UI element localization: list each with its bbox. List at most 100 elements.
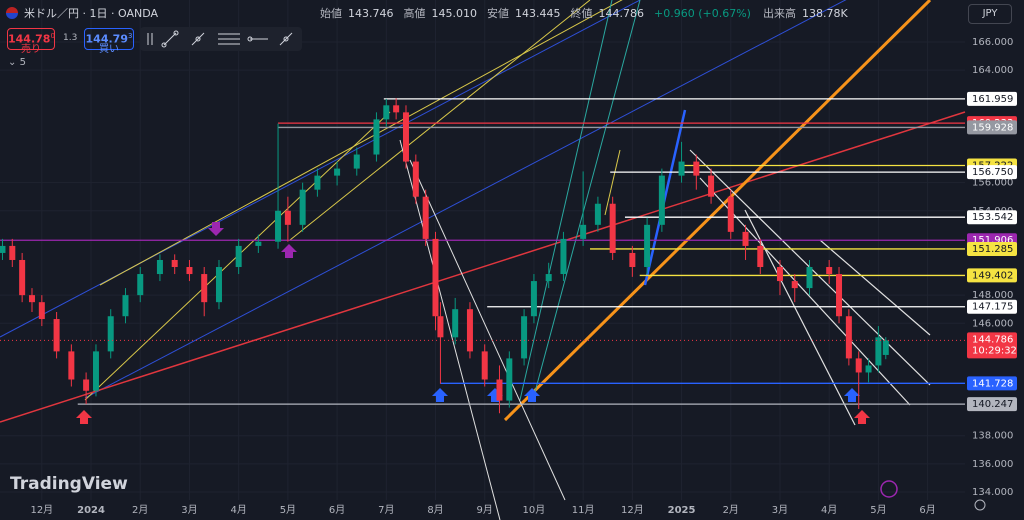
sell-button[interactable]: 144.780 売り bbox=[7, 28, 55, 55]
candle-body bbox=[215, 267, 222, 303]
flag bbox=[6, 7, 18, 19]
y-tick-label: 136.000 bbox=[972, 459, 1013, 470]
x-tick-label: 5月 bbox=[280, 504, 296, 516]
level-label-bg bbox=[967, 210, 1017, 225]
level-label-bg bbox=[967, 120, 1017, 135]
candle-body bbox=[727, 196, 734, 232]
buy-label: 買い bbox=[99, 44, 119, 56]
level-label-bg bbox=[967, 241, 1017, 256]
level-label-bg bbox=[967, 376, 1017, 391]
candle-body bbox=[137, 274, 144, 296]
drawing-toolbar[interactable] bbox=[140, 27, 302, 51]
candle-body bbox=[235, 245, 242, 268]
candle-body bbox=[422, 196, 429, 239]
candle-body bbox=[334, 168, 341, 176]
candle-body bbox=[693, 161, 700, 176]
x-tick-label: 2024 bbox=[77, 505, 105, 516]
candle-body bbox=[412, 161, 419, 197]
buy-button[interactable]: 144.793 買い bbox=[84, 28, 134, 55]
x-tick-label: 8月 bbox=[427, 504, 443, 516]
candle-body bbox=[658, 175, 665, 225]
candle-body bbox=[353, 154, 360, 169]
candle-body bbox=[530, 281, 537, 317]
x-tick-label: 6月 bbox=[919, 504, 935, 516]
ohlc-value: 143.445 bbox=[515, 6, 561, 20]
x-tick-label: 12月 bbox=[621, 504, 644, 516]
level-label: 161.959 bbox=[972, 94, 1013, 105]
candle-body bbox=[791, 281, 798, 289]
candle-body bbox=[393, 105, 400, 113]
candle-body bbox=[201, 274, 208, 303]
level-label-bg bbox=[967, 268, 1017, 283]
candle-body bbox=[678, 161, 685, 176]
level-label-bg bbox=[967, 91, 1017, 106]
candle-body bbox=[373, 119, 380, 155]
sell-digit: 0 bbox=[50, 32, 55, 40]
interval-count: 5 bbox=[19, 57, 26, 68]
candle-body bbox=[122, 295, 129, 317]
candle-body bbox=[855, 358, 862, 373]
x-tick-label: 2025 bbox=[668, 505, 696, 516]
level-label: 156.750 bbox=[972, 167, 1013, 178]
markers bbox=[76, 222, 986, 511]
x-tick-label: 2月 bbox=[132, 504, 148, 516]
header: 米ドル／円 · 1日 · OANDA 始値 143.746 高値 145.010 安… bbox=[6, 4, 852, 22]
last-price-bg bbox=[967, 332, 1017, 359]
level-label: 151.906 bbox=[972, 235, 1013, 246]
candle-body bbox=[481, 351, 488, 380]
candle-body bbox=[53, 319, 60, 352]
candle-body bbox=[609, 203, 616, 253]
x-tick-label: 5月 bbox=[870, 504, 886, 516]
candle-body bbox=[629, 252, 636, 268]
candle-body bbox=[255, 241, 262, 246]
volume: 138.78K bbox=[801, 6, 848, 20]
x-tick-label: 11月 bbox=[572, 504, 595, 516]
ohlc-value: 145.010 bbox=[431, 6, 478, 20]
candle-body bbox=[845, 316, 852, 359]
ohlc-value: 144.786 bbox=[598, 6, 645, 20]
level-label: 147.175 bbox=[972, 302, 1013, 313]
candle-body bbox=[826, 267, 833, 275]
candle-body bbox=[496, 379, 503, 401]
x-tick-label: 12月 bbox=[30, 504, 53, 516]
candle-body bbox=[521, 316, 528, 359]
y-tick-label: 164.000 bbox=[972, 65, 1013, 76]
y-tick-label: 134.000 bbox=[972, 487, 1013, 498]
candle-body bbox=[882, 340, 889, 355]
candle-body bbox=[383, 105, 390, 120]
buy-digit: 3 bbox=[127, 32, 133, 40]
countdown: 10:29:32 bbox=[972, 345, 1017, 356]
ohlc-label: 安値 bbox=[487, 7, 509, 20]
volume-label: 出来高 bbox=[762, 7, 796, 20]
x-tick-label: 2月 bbox=[723, 504, 739, 516]
candle-body bbox=[644, 224, 651, 268]
sell-price: 144.78 bbox=[8, 32, 51, 46]
logo: TradingView bbox=[10, 474, 128, 494]
candle-body bbox=[19, 259, 26, 296]
level-label-bg bbox=[967, 165, 1017, 180]
candle-body bbox=[594, 203, 601, 225]
x-tick-label: 3月 bbox=[181, 504, 197, 516]
currency-button[interactable]: JPY bbox=[968, 4, 1012, 24]
candle-body bbox=[545, 274, 552, 282]
y-tick-label: 146.000 bbox=[972, 318, 1013, 329]
ohlc-label: 高値 bbox=[403, 7, 426, 20]
candle-body bbox=[506, 358, 513, 401]
x-tick-label: 4月 bbox=[821, 504, 837, 516]
candle-body bbox=[156, 259, 163, 275]
trendlines bbox=[0, 0, 966, 520]
sell-label: 売り bbox=[21, 44, 41, 56]
level-label: 153.542 bbox=[972, 212, 1013, 223]
x-tick-label: 4月 bbox=[230, 504, 246, 516]
interval[interactable]: ⌄ 5 bbox=[8, 57, 26, 68]
y-tick-label: 166.000 bbox=[972, 37, 1013, 48]
candle-body bbox=[284, 210, 291, 225]
candle-body bbox=[38, 302, 45, 320]
x-tick-label: 9月 bbox=[477, 504, 493, 516]
x-tick-label: 3月 bbox=[772, 504, 788, 516]
candle-body bbox=[466, 309, 473, 352]
symbol[interactable]: 米ドル／円 · 1日 · OANDA bbox=[24, 7, 158, 20]
candle-body bbox=[432, 238, 439, 317]
